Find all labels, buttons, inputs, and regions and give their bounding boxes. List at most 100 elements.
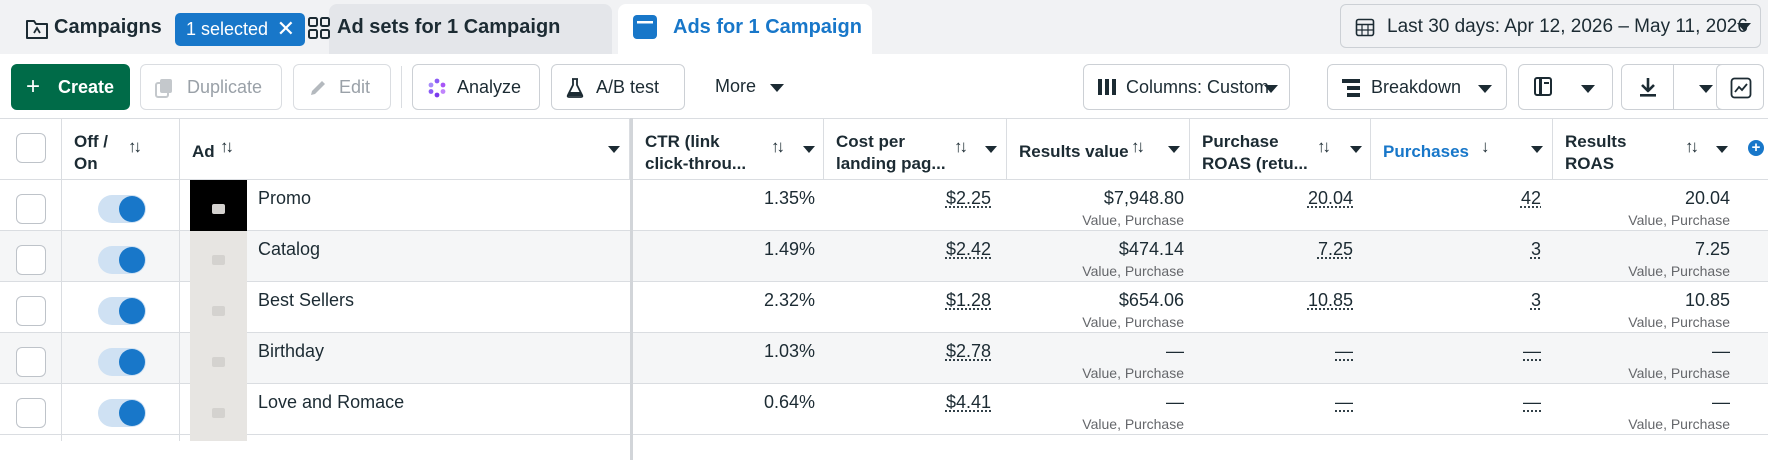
toggle-knob: [119, 298, 145, 324]
sort-descending-icon[interactable]: ↓: [1481, 137, 1489, 156]
ab-test-button[interactable]: A/B test: [551, 64, 685, 110]
reports-button[interactable]: [1518, 64, 1613, 110]
sort-icon[interactable]: ↑↓: [954, 137, 968, 156]
delivery-toggle[interactable]: [98, 246, 146, 274]
purchases-value[interactable]: —: [1523, 392, 1541, 412]
header-results-roas[interactable]: Results ROAS ↑↓ +: [1553, 119, 1768, 179]
analyze-button[interactable]: Analyze: [412, 64, 540, 110]
sort-icon[interactable]: ↑↓: [1317, 137, 1331, 156]
ad-thumbnail[interactable]: [190, 333, 247, 390]
ad-thumbnail[interactable]: [190, 180, 247, 237]
image-placeholder-icon: [212, 357, 225, 367]
table-row[interactable]: Love and Romace 0.64% $4.41 — Value, Pur…: [0, 384, 1768, 441]
image-placeholder-icon: [212, 306, 225, 316]
charts-button[interactable]: [1716, 64, 1764, 110]
row-checkbox[interactable]: [16, 296, 46, 326]
tab-ads[interactable]: Ads for 1 Campaign: [618, 4, 872, 54]
tab-ad-sets-label: Ad sets for 1 Campaign: [337, 16, 561, 38]
clear-selection-close-icon[interactable]: ✕: [276, 16, 295, 41]
header-ctr[interactable]: CTR (link click-throu... ↑↓: [633, 119, 824, 179]
chevron-down-icon: [1737, 23, 1751, 31]
cost-per-landing-value[interactable]: $2.78: [945, 341, 991, 361]
purchases-value[interactable]: 42: [1520, 188, 1541, 208]
results-value: $474.14: [1118, 239, 1184, 259]
date-range-picker[interactable]: Last 30 days: Apr 12, 2026 – May 11, 202…: [1340, 4, 1761, 48]
tab-campaigns[interactable]: Campaigns 1 selected ✕: [0, 4, 318, 54]
duplicate-button[interactable]: Duplicate: [140, 64, 282, 110]
flask-icon: [566, 78, 584, 98]
tab-ad-sets[interactable]: Ad sets for 1 Campaign: [308, 4, 612, 54]
cost-per-landing-value[interactable]: $2.42: [945, 239, 991, 259]
header-ad-label: Ad: [192, 142, 215, 161]
analyze-button-label: Analyze: [457, 77, 522, 97]
chevron-down-icon[interactable]: [608, 146, 620, 153]
delivery-toggle[interactable]: [98, 348, 146, 376]
ad-thumbnail[interactable]: [190, 282, 247, 339]
purchase-roas-value[interactable]: —: [1335, 341, 1353, 361]
ad-name[interactable]: Promo: [258, 188, 312, 208]
breakdown-button[interactable]: Breakdown: [1327, 64, 1507, 110]
sort-icon[interactable]: ↑↓: [128, 137, 142, 156]
table-row[interactable]: Promo 1.35% $2.25 $7,948.80 Value, Purch…: [0, 180, 1768, 237]
create-button[interactable]: + Create: [11, 64, 130, 110]
chevron-down-icon[interactable]: [1350, 146, 1362, 153]
purchases-value[interactable]: 3: [1530, 239, 1541, 259]
header-purchases[interactable]: Purchases ↓: [1371, 119, 1553, 179]
export-button[interactable]: [1621, 64, 1674, 110]
columns-button[interactable]: Columns: Custom: [1083, 64, 1290, 110]
edit-button[interactable]: Edit: [293, 64, 391, 110]
chevron-down-icon[interactable]: [1168, 146, 1180, 153]
purchase-roas-value[interactable]: 10.85: [1307, 290, 1353, 310]
purchase-roas-value[interactable]: —: [1335, 392, 1353, 412]
table-row[interactable]: Catalog 1.49% $2.42 $474.14 Value, Purch…: [0, 231, 1768, 288]
purchase-roas-value[interactable]: 7.25: [1317, 239, 1353, 259]
row-checkbox[interactable]: [16, 347, 46, 377]
results-value: $654.06: [1118, 290, 1184, 310]
ad-thumbnail[interactable]: [190, 231, 247, 288]
header-results-value[interactable]: Results value ↑↓: [1007, 119, 1190, 179]
ab-test-button-label: A/B test: [596, 77, 660, 97]
purchase-roas-value[interactable]: 20.04: [1307, 188, 1353, 208]
more-button[interactable]: More: [700, 64, 800, 110]
chevron-down-icon[interactable]: [1716, 146, 1728, 153]
sort-icon[interactable]: ↑↓: [1131, 137, 1145, 156]
chevron-down-icon: [1581, 85, 1595, 93]
table-row[interactable]: Birthday 1.03% $2.78 — Value, Purchase —…: [0, 333, 1768, 390]
purchases-value[interactable]: —: [1523, 341, 1541, 361]
cost-per-landing-value[interactable]: $2.25: [945, 188, 991, 208]
purchases-value[interactable]: 3: [1530, 290, 1541, 310]
select-all-checkbox[interactable]: [16, 133, 46, 163]
chevron-down-icon[interactable]: [985, 146, 997, 153]
ad-sets-grid-icon: [308, 17, 330, 39]
delivery-toggle[interactable]: [98, 195, 146, 223]
image-placeholder-icon: [212, 408, 225, 418]
ad-thumbnail[interactable]: [190, 384, 247, 441]
ad-name[interactable]: Birthday: [258, 341, 325, 361]
ad-name[interactable]: Best Sellers: [258, 290, 355, 310]
cost-per-landing-value[interactable]: $4.41: [945, 392, 991, 412]
row-checkbox[interactable]: [16, 398, 46, 428]
cost-per-landing-value[interactable]: $1.28: [945, 290, 991, 310]
row-toggle-cell: [62, 180, 180, 237]
results-value: $7,948.80: [1103, 188, 1184, 208]
table-row[interactable]: Best Sellers 2.32% $1.28 $654.06 Value, …: [0, 282, 1768, 339]
sort-icon[interactable]: ↑↓: [771, 137, 785, 156]
ad-name[interactable]: Love and Romace: [258, 392, 405, 412]
ctr-value: 2.32%: [763, 290, 815, 310]
header-cost-per-landing[interactable]: Cost per landing pag... ↑↓: [824, 119, 1007, 179]
row-checkbox[interactable]: [16, 245, 46, 275]
chevron-down-icon[interactable]: [803, 146, 815, 153]
row-checkbox[interactable]: [16, 194, 46, 224]
header-off-on[interactable]: Off / On ↑↓: [62, 119, 180, 179]
sort-icon[interactable]: ↑↓: [220, 137, 234, 156]
sort-icon[interactable]: ↑↓: [1685, 137, 1699, 156]
row-select-cell: [0, 180, 62, 237]
date-range-label: Last 30 days: Apr 12, 2026 – May 11, 202…: [1387, 16, 1748, 37]
header-purchase-roas[interactable]: Purchase ROAS (retu... ↑↓: [1190, 119, 1371, 179]
chevron-down-icon[interactable]: [1531, 146, 1543, 153]
add-column-plus-icon[interactable]: +: [1748, 140, 1764, 156]
header-ad[interactable]: Ad ↑↓: [180, 119, 630, 179]
delivery-toggle[interactable]: [98, 399, 146, 427]
delivery-toggle[interactable]: [98, 297, 146, 325]
ad-name[interactable]: Catalog: [258, 239, 321, 259]
